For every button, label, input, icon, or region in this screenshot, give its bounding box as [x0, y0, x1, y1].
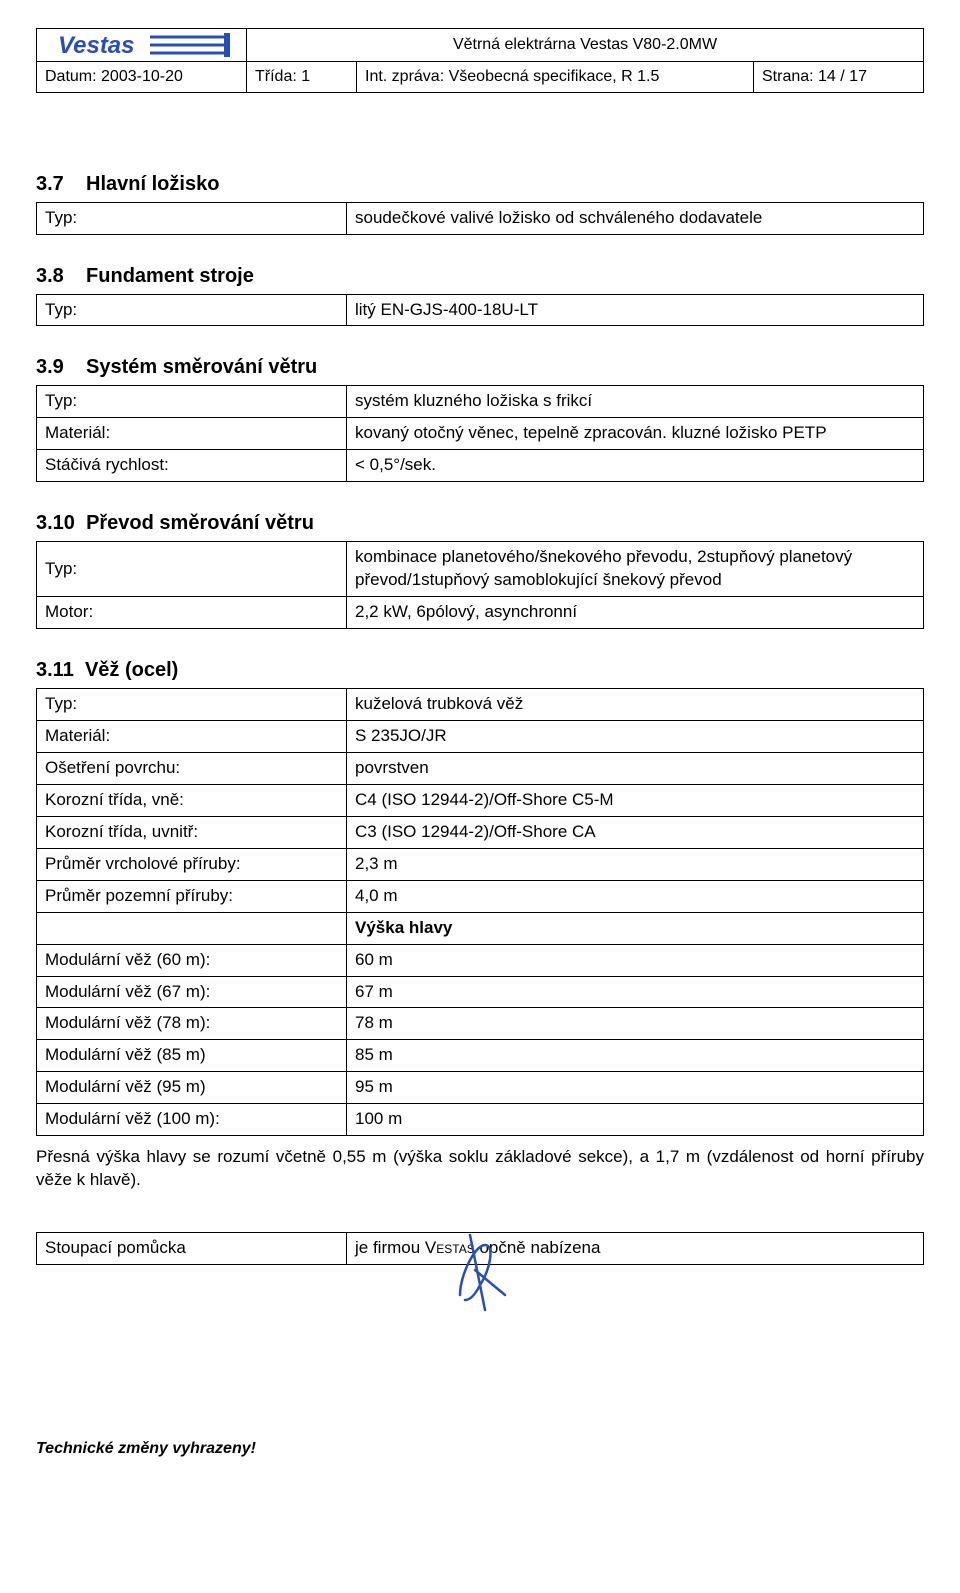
- document-header: Vestas Větrná elektrárna Vestas V80-2.0M…: [36, 28, 924, 93]
- header-title: Větrná elektrárna Vestas V80-2.0MW: [247, 29, 924, 62]
- section-3-8-heading: 3.8 Fundament stroje: [36, 265, 924, 288]
- section-3-9-heading: 3.9 Systém směrování větru: [36, 356, 924, 379]
- row-key: Průměr vrcholové příruby:: [37, 848, 347, 880]
- row-value: C3 (ISO 12944-2)/Off-Shore CA: [347, 816, 924, 848]
- row-key: Ošetření povrchu:: [37, 752, 347, 784]
- row-key: Typ:: [37, 294, 347, 326]
- row-value: soudečkové valivé ložisko od schváleného…: [347, 202, 924, 234]
- table-3-11: Typ:kuželová trubková věž Materiál:S 235…: [36, 688, 924, 1136]
- section-number: 3.7: [36, 173, 64, 195]
- row-key: Typ:: [37, 202, 347, 234]
- row-key: Korozní třída, uvnitř:: [37, 816, 347, 848]
- row-value: 95 m: [347, 1072, 924, 1104]
- logo-cell: Vestas: [37, 29, 247, 62]
- row-value: 4,0 m: [347, 880, 924, 912]
- row-value: < 0,5°/sek.: [347, 450, 924, 482]
- header-page: Strana: 14 / 17: [754, 62, 924, 93]
- vestas-logo-icon: Vestas: [52, 31, 232, 59]
- section-number: 3.8: [36, 265, 64, 287]
- row-key: Modulární věž (60 m):: [37, 944, 347, 976]
- row-value: povrstven: [347, 752, 924, 784]
- row-key: Modulární věž (67 m):: [37, 976, 347, 1008]
- row-key: [37, 912, 347, 944]
- section-title: Hlavní ložisko: [86, 173, 219, 195]
- row-key: Typ:: [37, 386, 347, 418]
- row-value: 67 m: [347, 976, 924, 1008]
- row-key: Typ:: [37, 689, 347, 721]
- header-report: Int. zpráva: Všeobecná specifikace, R 1.…: [357, 62, 754, 93]
- section-number: 3.11: [36, 659, 74, 681]
- row-value: S 235JO/JR: [347, 721, 924, 753]
- table-3-9: Typ: systém kluzného ložiska s frikcí Ma…: [36, 385, 924, 482]
- row-value: 100 m: [347, 1104, 924, 1136]
- row-value: 60 m: [347, 944, 924, 976]
- row-key: Modulární věž (100 m):: [37, 1104, 347, 1136]
- row-key: Modulární věž (95 m): [37, 1072, 347, 1104]
- section-3-10-heading: 3.10 Převod směrování větru: [36, 512, 924, 535]
- row-key: Motor:: [37, 597, 347, 629]
- row-key: Materiál:: [37, 418, 347, 450]
- section-number: 3.10: [36, 512, 75, 534]
- section-title: Věž (ocel): [85, 659, 178, 681]
- row-key: Typ:: [37, 542, 347, 597]
- header-date: Datum: 2003-10-20: [37, 62, 247, 93]
- section-3-7-heading: 3.7 Hlavní ložisko: [36, 173, 924, 196]
- row-key: Modulární věž (85 m): [37, 1040, 347, 1072]
- section-title: Fundament stroje: [86, 265, 254, 287]
- row-value: kombinace planetového/šnekového převodu,…: [347, 542, 924, 597]
- table-3-10: Typ: kombinace planetového/šnekového pře…: [36, 541, 924, 629]
- row-value: 2,2 kW, 6pólový, asynchronní: [347, 597, 924, 629]
- row-key: Průměr pozemní příruby:: [37, 880, 347, 912]
- row-value: kuželová trubková věž: [347, 689, 924, 721]
- row-key: Modulární věž (78 m):: [37, 1008, 347, 1040]
- table-3-7: Typ: soudečkové valivé ložisko od schvál…: [36, 202, 924, 235]
- svg-text:Vestas: Vestas: [58, 32, 135, 59]
- row-value: systém kluzného ložiska s frikcí: [347, 386, 924, 418]
- row-value: 85 m: [347, 1040, 924, 1072]
- section-title: Převod směrování větru: [86, 512, 314, 534]
- row-value: 78 m: [347, 1008, 924, 1040]
- row-value: litý EN-GJS-400-18U-LT: [347, 294, 924, 326]
- row-key: Korozní třída, vně:: [37, 784, 347, 816]
- table-3-8: Typ: litý EN-GJS-400-18U-LT: [36, 294, 924, 327]
- row-value: kovaný otočný věnec, tepelně zpracován. …: [347, 418, 924, 450]
- header-class: Třída: 1: [247, 62, 357, 93]
- footer-text: Technické změny vyhrazeny!: [36, 1440, 924, 1458]
- row-value: C4 (ISO 12944-2)/Off-Shore C5-M: [347, 784, 924, 816]
- row-key: Materiál:: [37, 721, 347, 753]
- row-key: Stáčivá rychlost:: [37, 450, 347, 482]
- signature-icon: [36, 1225, 924, 1320]
- note-text: Přesná výška hlavy se rozumí včetně 0,55…: [36, 1146, 924, 1192]
- section-number: 3.9: [36, 356, 64, 378]
- section-title: Systém směrování větru: [86, 356, 317, 378]
- section-3-11-heading: 3.11 Věž (ocel): [36, 659, 924, 682]
- row-value: 2,3 m: [347, 848, 924, 880]
- row-value: Výška hlavy: [347, 912, 924, 944]
